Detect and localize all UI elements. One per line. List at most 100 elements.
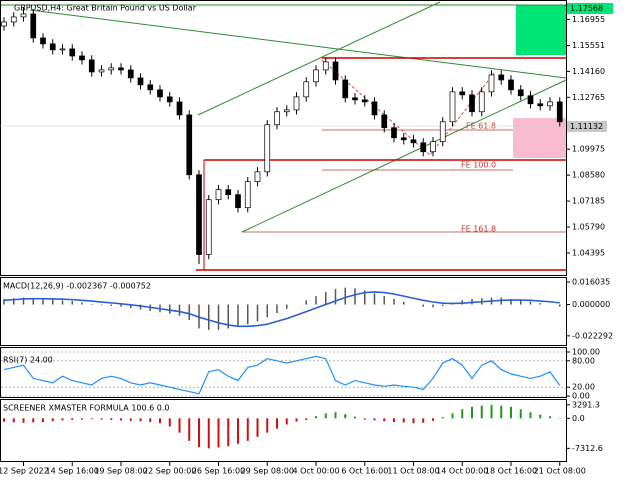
y-tick-label: 1.09975	[572, 145, 605, 154]
candle-body	[244, 181, 251, 209]
signal-line	[3, 291, 560, 328]
candle-body	[196, 174, 202, 255]
candle-body	[547, 101, 553, 107]
candle-body	[205, 199, 212, 255]
price-label: 1.11132	[570, 122, 603, 131]
candle-body	[556, 101, 563, 123]
y-tick-label: 0.000000	[572, 300, 610, 309]
candle-body	[508, 79, 514, 91]
candle-body	[469, 94, 475, 113]
candle-body	[264, 124, 271, 173]
y-tick-label: -0.022292	[572, 331, 613, 340]
x-tick-label: 12 Sep 2022	[0, 467, 49, 476]
candle-body	[537, 103, 544, 107]
candle-body	[69, 48, 76, 57]
target-zone	[516, 5, 566, 55]
candle-body	[293, 96, 300, 111]
y-tick-label: 0.00	[572, 392, 590, 401]
candle-body	[137, 77, 144, 86]
candle-body	[40, 37, 46, 45]
candle-body	[98, 69, 105, 73]
candle-body	[118, 67, 124, 71]
x-tick-label: 4 Oct 00:00	[292, 467, 339, 476]
plot-layer: 1.16955 1.15551 1.14160 1.12765 1.09975 1.085…	[0, 4, 613, 476]
candle-body	[459, 91, 466, 96]
candle-body	[1, 21, 7, 27]
candle-body	[313, 69, 319, 83]
candle-body	[400, 137, 407, 141]
candle-body	[225, 189, 232, 196]
trend-line	[29, 9, 567, 79]
candle-body	[517, 89, 524, 97]
candle-body	[147, 84, 154, 91]
candle-body	[49, 43, 56, 51]
y-tick-label: 1.07185	[572, 197, 605, 206]
candle-body	[59, 48, 66, 51]
candle-body	[322, 61, 329, 71]
y-tick-label: 1.16955	[572, 15, 605, 24]
candle-body	[478, 91, 485, 113]
candle-body	[283, 109, 290, 113]
candle-body	[176, 101, 183, 116]
candle-body	[20, 13, 27, 18]
candle-body	[186, 114, 193, 176]
x-tick-label: 11 Oct 08:00	[387, 467, 439, 476]
candle-body	[527, 95, 534, 105]
x-tick-label: 14 Oct 00:00	[436, 467, 488, 476]
candle-body	[430, 141, 436, 153]
fib-zigzag	[321, 59, 496, 156]
panel-frame	[0, 0, 567, 276]
panel-title: RSI(7) 24.00	[3, 356, 53, 365]
y-tick-label: 1.08580	[572, 171, 605, 180]
y-tick-label: 1.12765	[572, 93, 605, 102]
candle-body	[371, 101, 378, 116]
candle-body	[361, 99, 368, 103]
candle-body	[30, 13, 37, 39]
x-tick-label: 14 Sep 16:00	[46, 467, 99, 476]
y-tick-label: 20.00	[572, 383, 595, 392]
x-tick-label: 6 Oct 16:00	[341, 467, 388, 476]
y-tick-label: -7312.6	[572, 444, 603, 453]
price-box	[567, 121, 607, 132]
candle-body	[498, 74, 505, 81]
candle-body	[391, 127, 397, 139]
candle-body	[420, 142, 427, 153]
y-tick-label: 80.00	[572, 356, 595, 365]
x-tick-label: 21 Oct 08:00	[534, 467, 586, 476]
y-tick-label: 1.05790	[572, 223, 605, 232]
panel-frame	[0, 347, 567, 398]
candle-body	[88, 59, 95, 73]
y-tick-label: 1.14160	[572, 67, 605, 76]
risk-zone	[513, 118, 566, 158]
y-tick-label: 3291.3	[572, 400, 600, 409]
candle-body	[10, 16, 17, 23]
candle-body	[303, 81, 310, 98]
candle-body	[108, 67, 115, 71]
x-tick-label: 19 Sep 08:00	[94, 467, 147, 476]
candle-body	[410, 139, 417, 144]
candle-body	[166, 96, 173, 103]
panel-frame	[0, 399, 567, 462]
panel-title: SCREENER XMASTER FORMULA 100.6 0.0	[3, 404, 170, 413]
candle-body	[332, 61, 339, 81]
channel-line	[241, 79, 567, 233]
y-tick-label: 0.0	[572, 414, 585, 423]
panel-frame	[0, 277, 567, 346]
fib-label: FE 100.0	[461, 161, 496, 170]
x-tick-label: 22 Sep 00:00	[143, 467, 196, 476]
y-tick-label: 1.04395	[572, 248, 605, 257]
candle-body	[352, 97, 358, 101]
rsi-line	[3, 355, 561, 395]
x-tick-label: 18 Oct 16:00	[485, 467, 537, 476]
y-tick-label: 1.15551	[572, 41, 605, 50]
zone-price-label: 1.17568	[570, 4, 603, 13]
zone-price-box	[567, 3, 613, 14]
candle-body	[235, 194, 241, 209]
y-tick-label: 0.016035	[572, 278, 610, 287]
candle-body	[254, 171, 261, 183]
y-tick-label: 100.00	[572, 348, 600, 357]
candle-body	[342, 79, 349, 99]
fib-label: FE 161.8	[461, 225, 496, 234]
candle-body	[157, 89, 163, 98]
